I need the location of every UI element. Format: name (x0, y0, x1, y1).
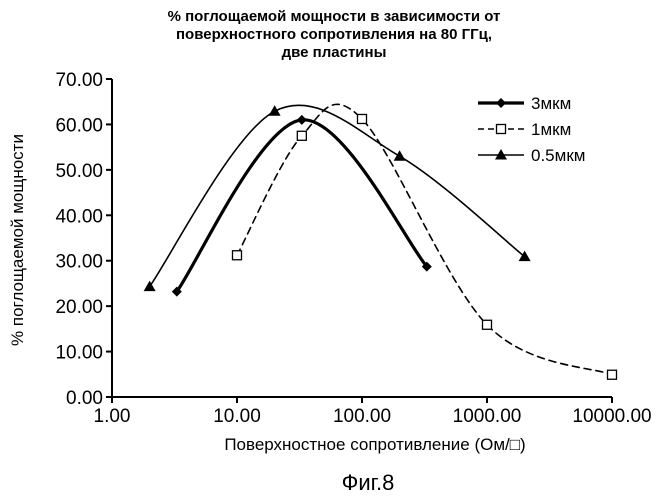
figure-caption: Фиг.8 (342, 470, 395, 495)
data-point (606, 369, 618, 380)
legend-marker (495, 149, 507, 160)
series-line (175, 118, 429, 294)
data-point (421, 261, 432, 272)
chart-title-line-2: поверхностного сопротивления на 80 ГГц, (176, 26, 492, 43)
x-tick-label: 100.00 (333, 406, 391, 427)
data-point (356, 113, 368, 125)
y-tick-label: 30.00 (55, 252, 103, 273)
legend-label: 1мкм (531, 120, 571, 139)
legend-item: 0.5мкм (478, 146, 585, 165)
data-point (268, 105, 281, 116)
y-tick-label: 20.00 (55, 297, 103, 318)
data-point (143, 280, 156, 292)
y-axis-label: % поглощаемой мощности (8, 134, 27, 346)
chart-title-line-1: % поглощаемой мощности в зависимости от (168, 8, 501, 25)
y-tick-label: 70.00 (55, 70, 103, 91)
data-point (393, 150, 406, 161)
legend-marker (495, 123, 507, 135)
series-line (148, 104, 526, 288)
data-point (296, 130, 307, 141)
y-axis-ticks: 0.00 10.00 20.00 30.00 40.00 50.00 60.00 70.00 (55, 70, 112, 409)
series-3 (143, 104, 531, 292)
x-axis-ticks: 1.00 10.00 100.00 1000.00 10000.00 (94, 397, 652, 427)
data-point (231, 250, 243, 261)
y-tick-label: 60.00 (55, 115, 103, 136)
y-tick-label: 0.00 (66, 388, 103, 409)
legend-item: 3мкм (478, 94, 571, 113)
chart-title-line-3: две пластины (282, 44, 387, 61)
legend-label: 0.5мкм (531, 146, 585, 165)
series-layer (143, 103, 618, 380)
data-point (518, 250, 531, 262)
data-point (296, 114, 307, 125)
legend: 3мкм 1мкм 0.5мкм (478, 94, 585, 165)
x-tick-label: 10000.00 (572, 406, 651, 427)
x-tick-label: 10.00 (213, 406, 261, 427)
x-tick-label: 1.00 (94, 406, 131, 427)
x-axis-label: Поверхностное сопротивление (Ом/□) (224, 435, 525, 454)
legend-marker (496, 98, 506, 108)
legend-item: 1мкм (478, 120, 571, 139)
x-tick-label: 1000.00 (453, 406, 522, 427)
data-point (171, 286, 182, 297)
y-tick-label: 50.00 (55, 161, 103, 182)
series-line (236, 103, 613, 376)
legend-label: 3мкм (531, 94, 571, 113)
y-tick-label: 10.00 (55, 343, 103, 364)
chart-title: % поглощаемой мощности в зависимости от … (168, 8, 501, 61)
series-2 (231, 103, 618, 380)
data-point (481, 319, 493, 330)
y-tick-label: 40.00 (55, 206, 103, 227)
series-1 (171, 114, 432, 297)
